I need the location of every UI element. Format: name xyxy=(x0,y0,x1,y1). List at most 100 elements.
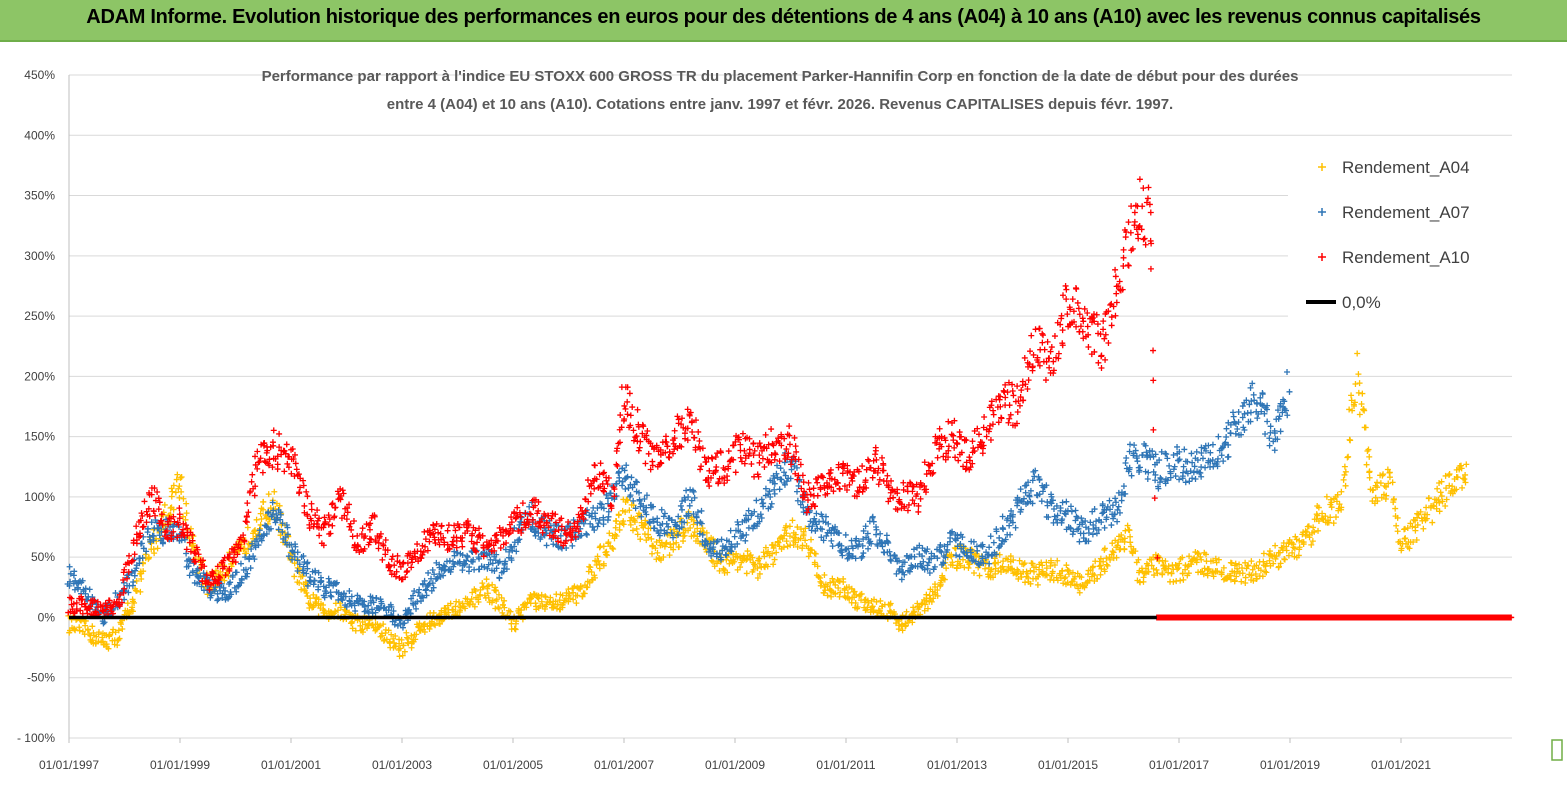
point xyxy=(1394,514,1401,521)
point xyxy=(553,605,560,612)
point xyxy=(321,594,328,601)
point xyxy=(150,537,157,544)
point xyxy=(891,551,898,558)
point xyxy=(824,592,831,599)
point xyxy=(1273,553,1280,560)
point xyxy=(1458,462,1465,469)
point xyxy=(848,585,855,592)
point xyxy=(679,506,686,513)
point xyxy=(401,648,408,655)
point xyxy=(703,529,710,536)
point xyxy=(1351,399,1358,406)
point xyxy=(1057,504,1064,511)
point xyxy=(805,553,812,560)
point xyxy=(643,511,650,518)
point xyxy=(1036,477,1043,484)
point xyxy=(242,566,249,573)
point xyxy=(512,626,519,633)
point xyxy=(693,514,700,521)
point xyxy=(461,561,468,568)
point xyxy=(1263,560,1270,567)
point xyxy=(175,485,182,492)
point xyxy=(1118,497,1125,504)
point xyxy=(860,527,867,534)
point xyxy=(623,462,630,469)
point xyxy=(828,537,835,544)
point xyxy=(131,599,138,606)
point xyxy=(1407,520,1414,527)
point xyxy=(1148,562,1155,569)
point xyxy=(82,585,89,592)
point xyxy=(1014,500,1021,507)
point xyxy=(1072,507,1079,514)
point xyxy=(1190,469,1197,476)
point xyxy=(771,490,778,497)
point xyxy=(620,521,627,528)
point xyxy=(1377,480,1384,487)
point xyxy=(1126,448,1133,455)
point xyxy=(343,603,350,610)
point xyxy=(1127,539,1134,546)
point xyxy=(1184,458,1191,465)
point xyxy=(1194,457,1201,464)
point xyxy=(1258,408,1265,415)
point xyxy=(1412,517,1419,524)
x-tick-label: 01/01/1999 xyxy=(150,758,210,772)
point xyxy=(310,591,317,598)
point xyxy=(859,553,866,560)
point xyxy=(1085,538,1092,545)
point xyxy=(660,553,667,560)
point xyxy=(1109,548,1116,555)
point xyxy=(1144,476,1151,483)
point xyxy=(623,496,630,503)
point xyxy=(170,506,177,513)
point xyxy=(1260,558,1267,565)
point xyxy=(1126,527,1133,534)
point xyxy=(357,622,364,629)
point xyxy=(873,526,880,533)
point xyxy=(1064,579,1071,586)
point xyxy=(372,609,379,616)
point xyxy=(1063,498,1070,505)
point xyxy=(263,523,270,530)
point xyxy=(1277,560,1284,567)
point xyxy=(188,543,195,550)
point xyxy=(99,638,106,645)
point xyxy=(1049,497,1056,504)
point xyxy=(291,573,298,580)
point xyxy=(1080,535,1087,542)
point xyxy=(391,639,398,646)
point xyxy=(1363,461,1370,468)
point xyxy=(244,524,251,531)
point xyxy=(1099,502,1106,509)
point xyxy=(1406,545,1413,552)
x-tick-label: 01/01/2021 xyxy=(1371,758,1431,772)
point xyxy=(654,519,661,526)
point xyxy=(1075,525,1082,532)
point xyxy=(744,555,751,562)
point xyxy=(921,566,928,573)
point xyxy=(326,579,333,586)
point xyxy=(332,581,339,588)
point xyxy=(379,632,386,639)
point xyxy=(1059,516,1066,523)
point xyxy=(469,589,476,596)
point xyxy=(661,510,668,517)
point xyxy=(661,543,668,550)
point xyxy=(465,568,472,575)
point xyxy=(867,538,874,545)
point xyxy=(267,525,274,532)
point xyxy=(391,621,398,628)
point xyxy=(1076,589,1083,596)
point xyxy=(1025,479,1032,486)
point xyxy=(484,590,491,597)
point xyxy=(573,600,580,607)
y-axis-ticks: 450%400%350%300%250%200%150%100%50%0%-50… xyxy=(17,68,55,745)
point xyxy=(1412,527,1419,534)
point xyxy=(310,604,317,611)
point xyxy=(1372,494,1379,501)
point xyxy=(260,498,267,505)
point xyxy=(1214,455,1221,462)
point xyxy=(445,609,452,616)
point xyxy=(1295,552,1302,559)
